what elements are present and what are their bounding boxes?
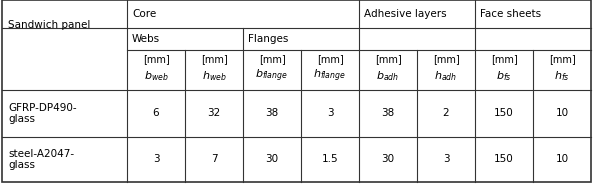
- Text: 1.5: 1.5: [322, 155, 338, 164]
- Text: $b_{flange}$: $b_{flange}$: [256, 68, 289, 84]
- Text: [mm]: [mm]: [259, 54, 286, 64]
- Text: [mm]: [mm]: [491, 54, 517, 64]
- Text: $h_{flange}$: $h_{flange}$: [313, 68, 347, 84]
- Text: $b_{adh}$: $b_{adh}$: [376, 69, 400, 83]
- Text: 6: 6: [152, 109, 160, 118]
- Text: 150: 150: [494, 109, 514, 118]
- Text: $b_{fs}$: $b_{fs}$: [496, 69, 512, 83]
- Text: Face sheets: Face sheets: [480, 9, 541, 19]
- Text: [mm]: [mm]: [143, 54, 169, 64]
- Text: 3: 3: [152, 155, 160, 164]
- Text: [mm]: [mm]: [548, 54, 575, 64]
- Text: 38: 38: [265, 109, 278, 118]
- Text: [mm]: [mm]: [433, 54, 460, 64]
- Text: $h_{adh}$: $h_{adh}$: [434, 69, 458, 83]
- Text: 3: 3: [443, 155, 449, 164]
- Text: $h_{web}$: $h_{web}$: [202, 69, 226, 83]
- Text: [mm]: [mm]: [374, 54, 401, 64]
- Text: [mm]: [mm]: [317, 54, 343, 64]
- Text: [mm]: [mm]: [200, 54, 227, 64]
- Text: Core: Core: [132, 9, 156, 19]
- Text: 32: 32: [208, 109, 221, 118]
- Text: 3: 3: [326, 109, 334, 118]
- Text: GFRP-DP490-
glass: GFRP-DP490- glass: [8, 103, 77, 124]
- Text: 10: 10: [556, 155, 569, 164]
- Text: 30: 30: [382, 155, 395, 164]
- Text: 7: 7: [211, 155, 217, 164]
- Text: Webs: Webs: [132, 34, 160, 44]
- Text: $h_{fs}$: $h_{fs}$: [554, 69, 570, 83]
- Text: Adhesive layers: Adhesive layers: [364, 9, 446, 19]
- Text: 10: 10: [556, 109, 569, 118]
- Text: steel-A2047-
glass: steel-A2047- glass: [8, 149, 74, 170]
- Text: 150: 150: [494, 155, 514, 164]
- Text: Flanges: Flanges: [248, 34, 289, 44]
- Text: $b_{web}$: $b_{web}$: [143, 69, 169, 83]
- Text: 2: 2: [443, 109, 449, 118]
- Text: 30: 30: [265, 155, 278, 164]
- Text: 38: 38: [382, 109, 395, 118]
- Text: Sandwich panel: Sandwich panel: [8, 20, 91, 30]
